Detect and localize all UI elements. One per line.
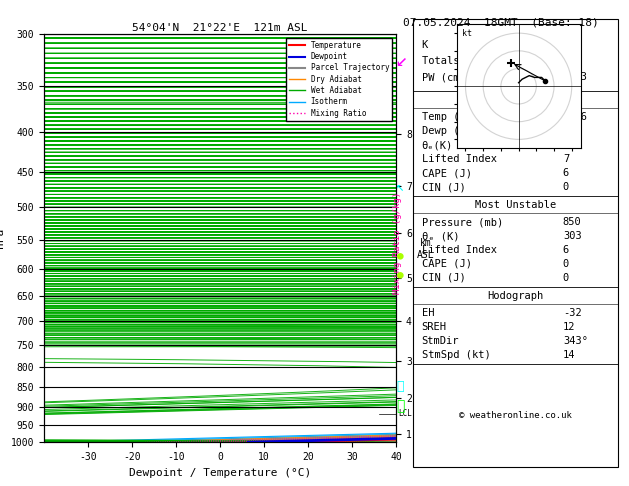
Text: 6: 6 [563, 168, 569, 178]
Text: 0: 0 [563, 259, 569, 269]
Text: θₑ(K): θₑ(K) [421, 140, 453, 150]
Text: 0: 0 [563, 182, 569, 192]
Text: ●: ● [397, 250, 403, 260]
Text: Lifted Index: Lifted Index [421, 245, 497, 255]
X-axis label: Dewpoint / Temperature (°C): Dewpoint / Temperature (°C) [129, 468, 311, 478]
Text: CIN (J): CIN (J) [421, 182, 465, 192]
Text: 11.6: 11.6 [563, 112, 588, 122]
Text: 301: 301 [563, 140, 582, 150]
Text: 1.73: 1.73 [563, 72, 588, 82]
Text: EH: EH [421, 308, 434, 318]
Text: 12: 12 [563, 322, 576, 332]
Text: Totals Totals: Totals Totals [421, 56, 503, 66]
Text: Dewp (°C): Dewp (°C) [421, 126, 478, 136]
Text: 46: 46 [563, 56, 576, 66]
Text: SREH: SREH [421, 322, 447, 332]
Text: 7: 7 [563, 154, 569, 164]
Text: -32: -32 [563, 308, 582, 318]
Text: Most Unstable: Most Unstable [475, 200, 557, 210]
Text: θₑ (K): θₑ (K) [421, 231, 459, 241]
Text: PW (cm): PW (cm) [421, 72, 465, 82]
Text: ↙: ↙ [396, 51, 407, 70]
Text: Lifted Index: Lifted Index [421, 154, 497, 164]
Text: ●: ● [397, 270, 403, 279]
Text: 21: 21 [563, 40, 576, 50]
Legend: Temperature, Dewpoint, Parcel Trajectory, Dry Adiabat, Wet Adiabat, Isotherm, Mi: Temperature, Dewpoint, Parcel Trajectory… [286, 38, 392, 121]
Text: 850: 850 [563, 217, 582, 227]
Title: 54°04'N  21°22'E  121m ASL: 54°04'N 21°22'E 121m ASL [132, 23, 308, 33]
Text: 07.05.2024  18GMT  (Base: 18): 07.05.2024 18GMT (Base: 18) [403, 17, 598, 27]
Text: Hodograph: Hodograph [487, 291, 544, 301]
Text: ↖: ↖ [396, 180, 404, 194]
Text: 343°: 343° [563, 336, 588, 346]
Text: 6: 6 [563, 245, 569, 255]
Text: Temp (°C): Temp (°C) [421, 112, 478, 122]
Text: 0: 0 [563, 273, 569, 283]
Text: ∿: ∿ [396, 399, 404, 413]
Text: CAPE (J): CAPE (J) [421, 259, 472, 269]
Text: ☰: ☰ [396, 380, 404, 393]
Text: 303: 303 [563, 231, 582, 241]
Text: Mixing Ratio (g/kg): Mixing Ratio (g/kg) [393, 192, 402, 294]
Y-axis label: km
ASL: km ASL [417, 238, 435, 260]
Text: Pressure (mb): Pressure (mb) [421, 217, 503, 227]
Text: LCL: LCL [399, 410, 413, 418]
Text: 14: 14 [563, 350, 576, 360]
Text: StmDir: StmDir [421, 336, 459, 346]
Text: CIN (J): CIN (J) [421, 273, 465, 283]
Y-axis label: hPa: hPa [0, 228, 5, 248]
Text: kt: kt [462, 29, 472, 38]
Text: K: K [421, 40, 428, 50]
Text: © weatheronline.co.uk: © weatheronline.co.uk [459, 411, 572, 420]
Text: 6.4: 6.4 [563, 126, 582, 136]
Text: StmSpd (kt): StmSpd (kt) [421, 350, 491, 360]
Text: CAPE (J): CAPE (J) [421, 168, 472, 178]
Text: Surface: Surface [494, 94, 538, 104]
